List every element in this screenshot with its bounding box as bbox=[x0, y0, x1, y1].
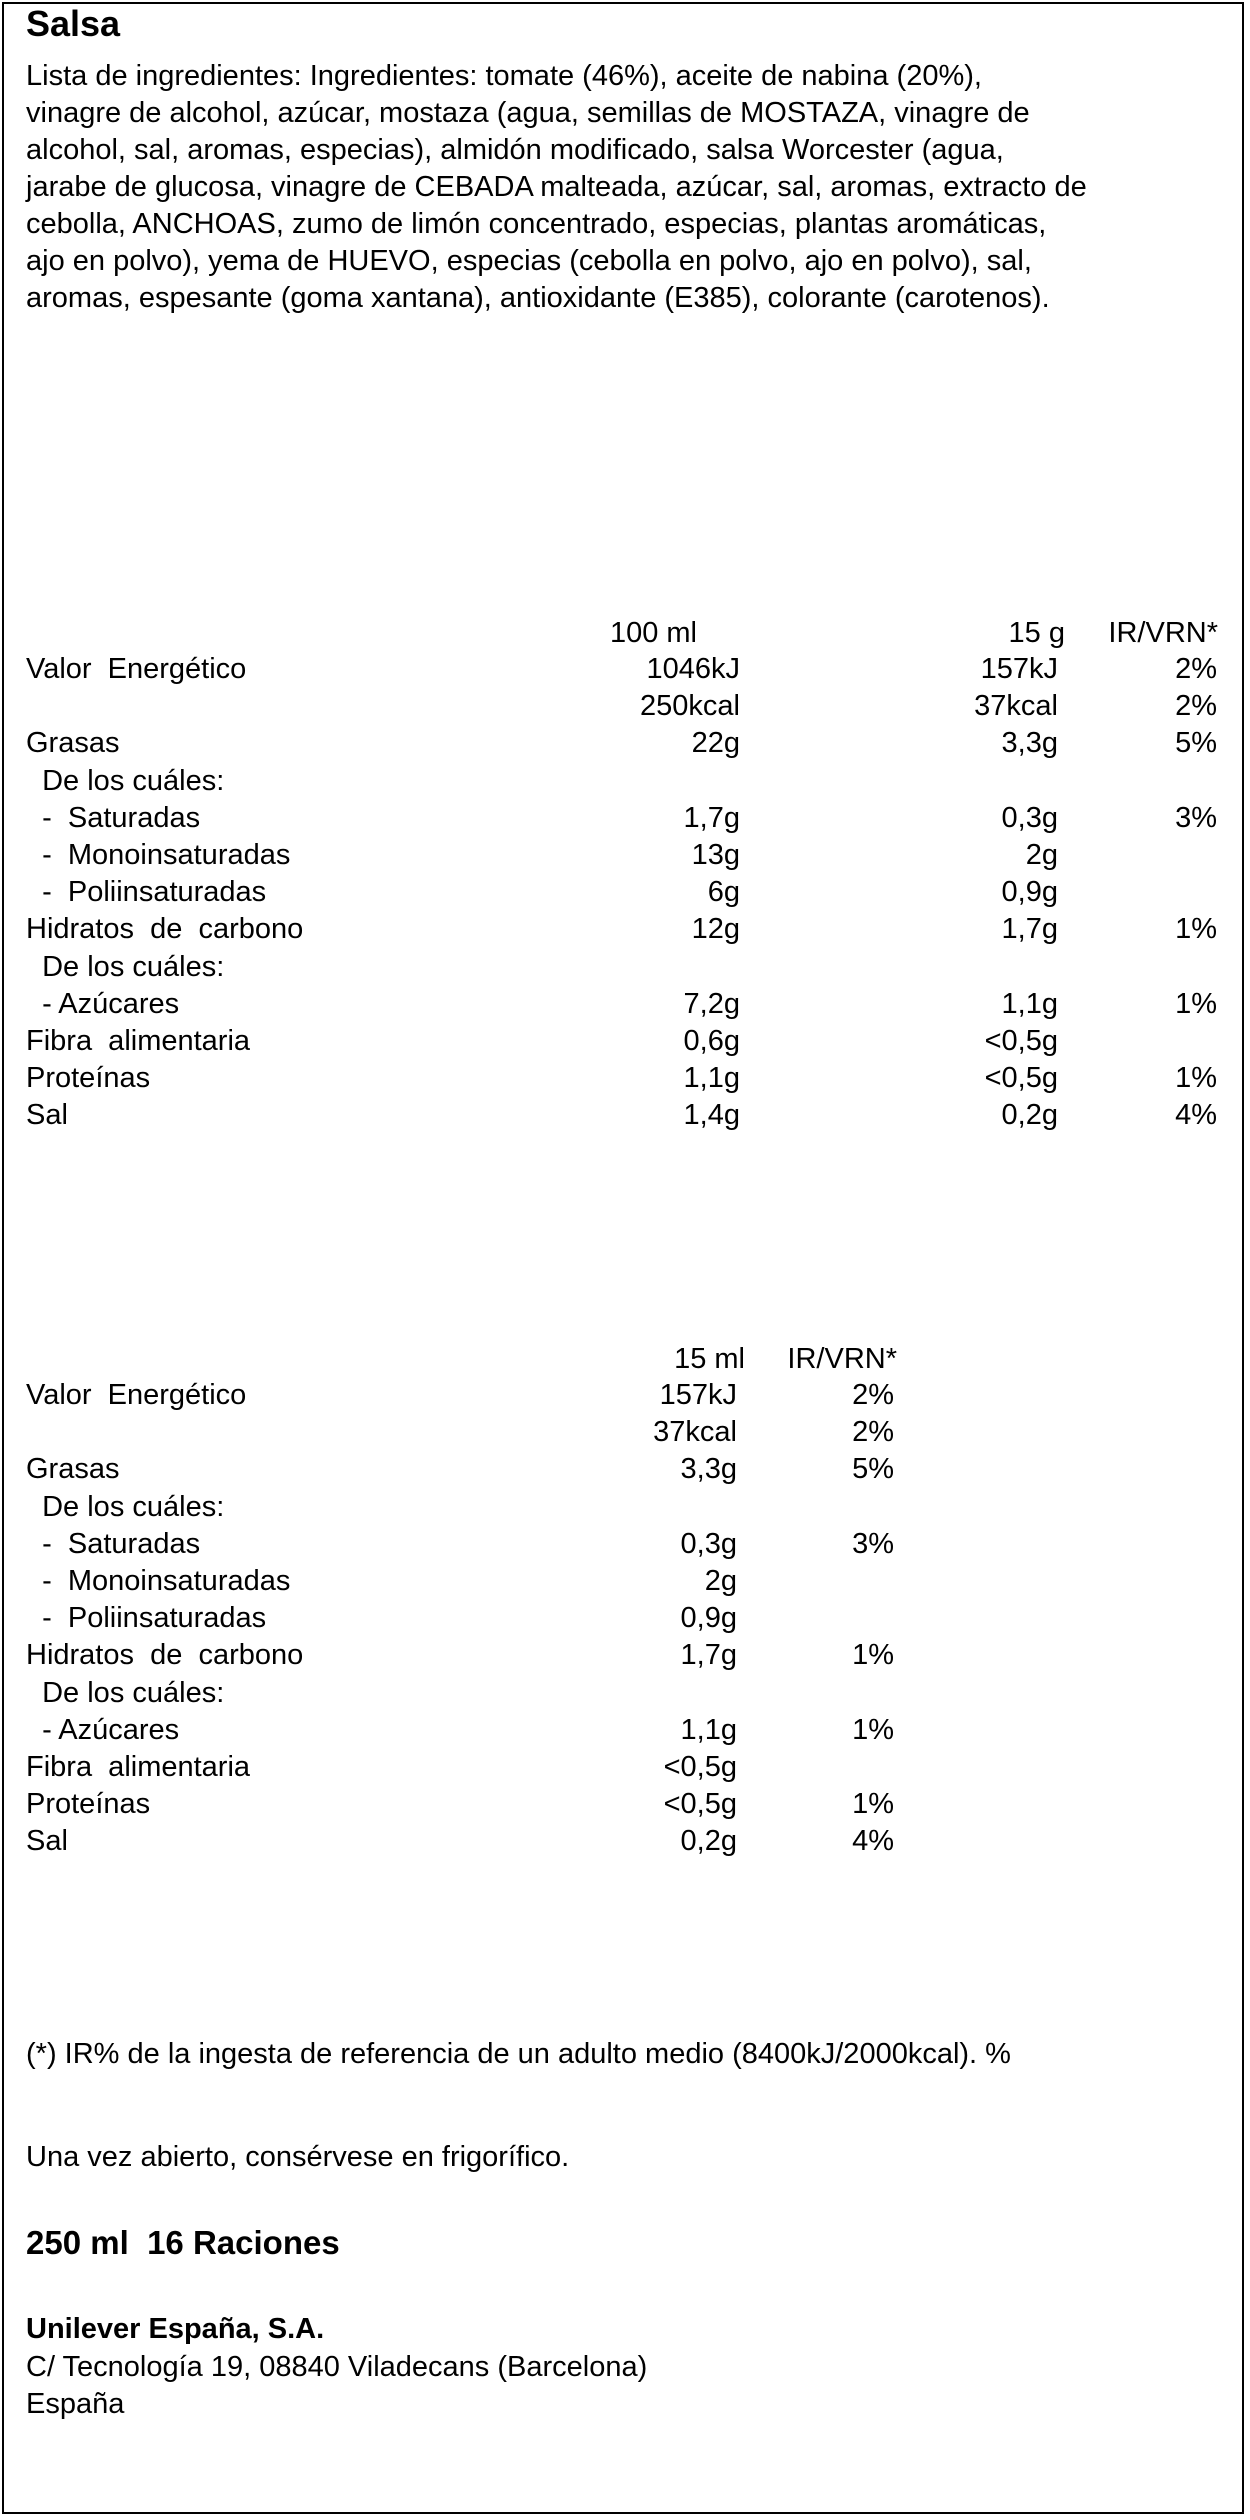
nutrient-label: Sal bbox=[26, 1099, 68, 1131]
value-per-15g: 0,3g bbox=[1001, 802, 1058, 834]
ingredients-line: cebolla, ANCHOAS, zumo de limón concentr… bbox=[26, 208, 1047, 240]
value-per-15ml: 157kJ bbox=[659, 1379, 737, 1411]
value-ir-vrn: 4% bbox=[1175, 1099, 1217, 1131]
value-ir-vrn: 1% bbox=[1175, 1062, 1217, 1094]
value-per-15ml: <0,5g bbox=[663, 1751, 737, 1783]
value-per-100ml: 12g bbox=[691, 913, 740, 945]
value-per-100ml: 1,1g bbox=[683, 1062, 740, 1094]
value-per-100ml: 1046kJ bbox=[646, 653, 740, 685]
value-per-15g: <0,5g bbox=[984, 1062, 1058, 1094]
value-ir-vrn: 5% bbox=[1175, 727, 1217, 759]
nutrient-label: - Saturadas bbox=[26, 802, 201, 834]
nutrient-label: - Monoinsaturadas bbox=[26, 1565, 291, 1597]
value-ir-vrn: 1% bbox=[852, 1714, 894, 1746]
nutrient-label: Fibra alimentaria bbox=[26, 1025, 251, 1057]
nutrient-label: De los cuáles: bbox=[26, 951, 225, 983]
nutrient-label: Hidratos de carbono bbox=[26, 913, 304, 945]
value-ir-vrn: 1% bbox=[1175, 913, 1217, 945]
value-ir-vrn: 1% bbox=[852, 1788, 894, 1820]
column-header-ir-vrn: IR/VRN* bbox=[787, 1343, 897, 1375]
company-country: España bbox=[26, 2388, 125, 2420]
value-per-15ml: 0,3g bbox=[680, 1528, 737, 1560]
value-per-15g: 2g bbox=[1025, 839, 1058, 871]
value-ir-vrn: 3% bbox=[852, 1528, 894, 1560]
nutrient-label: Sal bbox=[26, 1825, 68, 1857]
value-per-15g: 1,7g bbox=[1001, 913, 1058, 945]
nutrient-label: Grasas bbox=[26, 727, 120, 759]
value-per-15ml: <0,5g bbox=[663, 1788, 737, 1820]
nutrient-label: De los cuáles: bbox=[26, 1491, 225, 1523]
reference-intake-footnote: (*) IR% de la ingesta de referencia de u… bbox=[26, 2038, 1011, 2070]
value-ir-vrn: 1% bbox=[852, 1639, 894, 1671]
column-header-per-15ml: 15 ml bbox=[674, 1343, 745, 1375]
nutrient-label: - Monoinsaturadas bbox=[26, 839, 291, 871]
nutrient-label: Grasas bbox=[26, 1453, 120, 1485]
value-ir-vrn: 2% bbox=[1175, 690, 1217, 722]
ingredients-line: alcohol, sal, aromas, especias), almidón… bbox=[26, 134, 1004, 166]
ingredients-line: Lista de ingredientes: Ingredientes: tom… bbox=[26, 60, 982, 92]
nutrient-label: - Azúcares bbox=[26, 1714, 180, 1746]
nutrient-label: Valor Energético bbox=[26, 1379, 247, 1411]
ingredients-line: aromas, espesante (goma xantana), antiox… bbox=[26, 282, 1050, 314]
value-per-15g: 0,2g bbox=[1001, 1099, 1058, 1131]
nutrient-label: Fibra alimentaria bbox=[26, 1751, 251, 1783]
nutrient-label: - Azúcares bbox=[26, 988, 180, 1020]
value-per-15g: 157kJ bbox=[980, 653, 1058, 685]
column-header-per-15g: 15 g bbox=[1008, 617, 1065, 649]
value-per-100ml: 0,6g bbox=[683, 1025, 740, 1057]
nutrient-label: - Poliinsaturadas bbox=[26, 876, 267, 908]
product-title: Salsa bbox=[26, 3, 121, 44]
value-per-100ml: 1,4g bbox=[683, 1099, 740, 1131]
value-per-100ml: 13g bbox=[691, 839, 740, 871]
value-per-100ml: 1,7g bbox=[683, 802, 740, 834]
value-per-15ml: 1,1g bbox=[680, 1714, 737, 1746]
ingredients-list: Lista de ingredientes: Ingredientes: tom… bbox=[26, 58, 1087, 317]
storage-instructions: Una vez abierto, consérvese en frigorífi… bbox=[26, 2141, 570, 2173]
value-ir-vrn: 5% bbox=[852, 1453, 894, 1485]
value-per-100ml: 6g bbox=[707, 876, 740, 908]
value-per-15ml: 37kcal bbox=[653, 1416, 737, 1448]
company-address: C/ Tecnología 19, 08840 Viladecans (Barc… bbox=[26, 2351, 648, 2383]
value-ir-vrn: 4% bbox=[852, 1825, 894, 1857]
column-header-per-100ml: 100 ml bbox=[609, 617, 697, 649]
portions-info: 250 ml 16 Raciones bbox=[26, 2224, 340, 2261]
value-per-15g: 37kcal bbox=[974, 690, 1058, 722]
nutrient-label: Valor Energético bbox=[26, 653, 247, 685]
value-ir-vrn: 1% bbox=[1175, 988, 1217, 1020]
value-ir-vrn: 2% bbox=[1175, 653, 1217, 685]
value-per-15ml: 0,9g bbox=[680, 1602, 737, 1634]
nutrient-label: Proteínas bbox=[26, 1788, 151, 1820]
company-name: Unilever España, S.A. bbox=[26, 2313, 325, 2345]
value-per-15g: 1,1g bbox=[1001, 988, 1058, 1020]
ingredients-line: jarabe de glucosa, vinagre de CEBADA mal… bbox=[26, 171, 1087, 203]
value-ir-vrn: 2% bbox=[852, 1379, 894, 1411]
value-per-15ml: 3,3g bbox=[680, 1453, 737, 1485]
value-per-15g: 3,3g bbox=[1001, 727, 1058, 759]
nutrient-label: Proteínas bbox=[26, 1062, 151, 1094]
value-per-15g: 0,9g bbox=[1001, 876, 1058, 908]
nutrient-label: De los cuáles: bbox=[26, 765, 225, 797]
value-per-15ml: 1,7g bbox=[680, 1639, 737, 1671]
ingredients-line: vinagre de alcohol, azúcar, mostaza (agu… bbox=[26, 97, 1030, 129]
nutrient-label: - Poliinsaturadas bbox=[26, 1602, 267, 1634]
value-ir-vrn: 2% bbox=[852, 1416, 894, 1448]
value-per-100ml: 22g bbox=[691, 727, 740, 759]
value-per-15ml: 0,2g bbox=[680, 1825, 737, 1857]
value-per-15g: <0,5g bbox=[984, 1025, 1058, 1057]
nutrient-label: Hidratos de carbono bbox=[26, 1639, 304, 1671]
nutrient-label: De los cuáles: bbox=[26, 1677, 225, 1709]
value-per-15ml: 2g bbox=[704, 1565, 737, 1597]
value-per-100ml: 7,2g bbox=[683, 988, 740, 1020]
value-ir-vrn: 3% bbox=[1175, 802, 1217, 834]
nutrient-label: - Saturadas bbox=[26, 1528, 201, 1560]
ingredients-line: ajo en polvo), yema de HUEVO, especias (… bbox=[26, 245, 1032, 277]
column-header-ir-vrn: IR/VRN* bbox=[1108, 617, 1218, 649]
value-per-100ml: 250kcal bbox=[640, 690, 740, 722]
